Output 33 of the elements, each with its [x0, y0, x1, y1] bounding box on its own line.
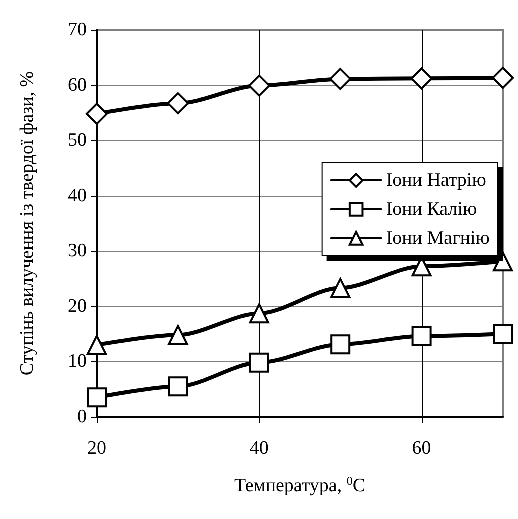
point — [167, 92, 190, 115]
y-tick-label: 0 — [78, 406, 87, 428]
y-axis-title: Ступінь вилучення із твердої фази, % — [17, 71, 38, 376]
x-tick-label: 60 — [412, 438, 432, 459]
point — [330, 68, 352, 90]
y-tick-label: 60 — [68, 74, 87, 96]
point — [412, 256, 432, 277]
y-tick-label: 50 — [68, 130, 87, 152]
point — [248, 74, 270, 97]
point — [87, 335, 107, 356]
point — [249, 304, 270, 324]
point — [330, 334, 351, 355]
y-tick-label: 40 — [68, 185, 87, 206]
point — [493, 324, 513, 344]
point — [87, 388, 107, 408]
x-tick-label: 20 — [88, 438, 106, 459]
y-tick-label: 20 — [68, 296, 87, 317]
point — [410, 68, 433, 90]
legend-label: Іони Магнію — [386, 228, 490, 249]
y-tick-label: 10 — [68, 351, 87, 372]
legend-label: Іони Калію — [386, 199, 478, 220]
point — [492, 67, 514, 90]
point — [330, 278, 351, 298]
y-tick-label: 70 — [68, 20, 87, 40]
point — [249, 352, 270, 373]
x-tick-label: 40 — [250, 438, 269, 459]
point — [493, 252, 513, 272]
point — [412, 326, 432, 346]
y-tick-label: 30 — [68, 240, 87, 262]
point — [86, 103, 108, 126]
legend-label: Іони Натрію — [386, 170, 486, 191]
point — [168, 325, 188, 346]
point — [168, 376, 188, 397]
